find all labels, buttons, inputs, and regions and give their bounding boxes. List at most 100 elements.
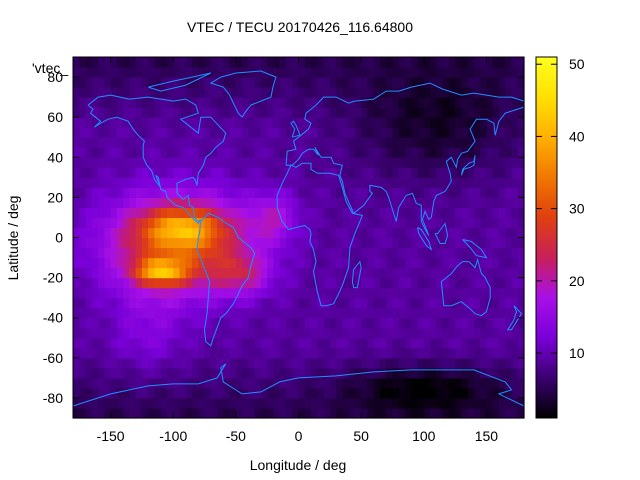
heatmap-cell [254,177,262,188]
heatmap-cell [229,317,237,329]
heatmap-cell [392,127,400,138]
heatmap-cell [505,307,513,319]
heatmap-cell [317,107,325,118]
heatmap-cell [517,407,525,419]
heatmap-cell [235,267,243,279]
heatmap-cell [467,97,475,108]
heatmap-cell [373,387,381,399]
heatmap-cell [323,397,331,409]
heatmap-cell [217,257,224,269]
heatmap-cell [110,207,118,219]
heatmap-cell [85,387,93,399]
y-tick-label: -60 [43,350,63,366]
heatmap-cell [436,157,444,168]
heatmap-cell [173,277,181,289]
heatmap-cell [204,137,212,148]
heatmap-cell [135,367,143,379]
heatmap-cell [110,157,118,168]
heatmap-cell [398,207,406,219]
heatmap-cell [505,347,513,359]
heatmap-cell [129,367,137,379]
heatmap-cell [248,67,256,78]
heatmap-cell [398,107,406,118]
heatmap-cell [135,407,143,419]
heatmap-cell [379,247,387,259]
heatmap-cell [141,167,149,178]
heatmap-cell [373,327,381,339]
heatmap-cell [411,347,419,359]
heatmap-cell [173,307,181,319]
heatmap-cell [173,127,181,138]
heatmap-cell [473,377,481,389]
heatmap-cell [160,227,168,239]
heatmap-cell [229,177,237,188]
heatmap-cell [267,307,275,319]
heatmap-cell [141,337,149,349]
heatmap-cell [348,187,356,198]
heatmap-cell [185,257,193,269]
heatmap-cell [392,297,400,309]
heatmap-cell [217,117,224,128]
heatmap-cell [392,77,400,88]
heatmap-cell [91,387,99,399]
heatmap-cell [298,357,306,369]
heatmap-cell [311,227,318,239]
heatmap-cell [173,377,181,389]
heatmap-cell [179,267,187,279]
heatmap-cell [91,377,99,389]
heatmap-cell [461,357,469,369]
heatmap-cell [192,187,199,198]
heatmap-cell [210,137,218,148]
heatmap-cell [461,77,469,88]
heatmap-cell [411,307,419,319]
heatmap-cell [404,287,412,299]
heatmap-cell [273,87,281,98]
heatmap-cell [480,187,488,198]
heatmap-cell [98,407,105,419]
heatmap-cell [392,177,400,188]
heatmap-cell [179,57,187,68]
heatmap-cell [455,177,462,188]
heatmap-cell [223,337,231,349]
heatmap-cell [304,257,312,269]
heatmap-cell [298,327,306,339]
heatmap-cell [173,177,181,188]
heatmap-cell [192,387,199,399]
heatmap-cell [267,167,275,178]
heatmap-cell [517,147,525,158]
heatmap-cell [417,377,425,389]
heatmap-cell [273,127,281,138]
heatmap-cell [135,237,143,249]
heatmap-cell [217,57,224,68]
heatmap-cell [342,287,350,299]
heatmap-cell [235,157,243,168]
heatmap-cell [311,267,318,279]
heatmap-cell [461,217,469,229]
heatmap-cell [154,77,162,88]
heatmap-cell [192,307,199,319]
heatmap-cell [417,327,425,339]
heatmap-cell [154,147,162,158]
heatmap-cell [411,137,419,148]
heatmap-cell [329,317,337,329]
heatmap-cell [361,77,368,88]
heatmap-cell [311,377,318,389]
heatmap-cell [505,297,513,309]
heatmap-cell [361,217,368,229]
heatmap-cell [285,147,293,158]
heatmap-cell [248,127,256,138]
heatmap-cell [223,77,231,88]
heatmap-cell [135,117,143,128]
heatmap-cell [73,117,80,128]
heatmap-cell [298,137,306,148]
heatmap-cell [386,167,394,178]
heatmap-cell [179,107,187,118]
heatmap-cell [210,367,218,379]
heatmap-cell [467,87,475,98]
heatmap-cell [110,237,118,249]
heatmap-cell [260,127,268,138]
heatmap-cell [179,87,187,98]
heatmap-cell [217,127,224,138]
heatmap-cell [79,337,87,349]
heatmap-cell [179,237,187,249]
